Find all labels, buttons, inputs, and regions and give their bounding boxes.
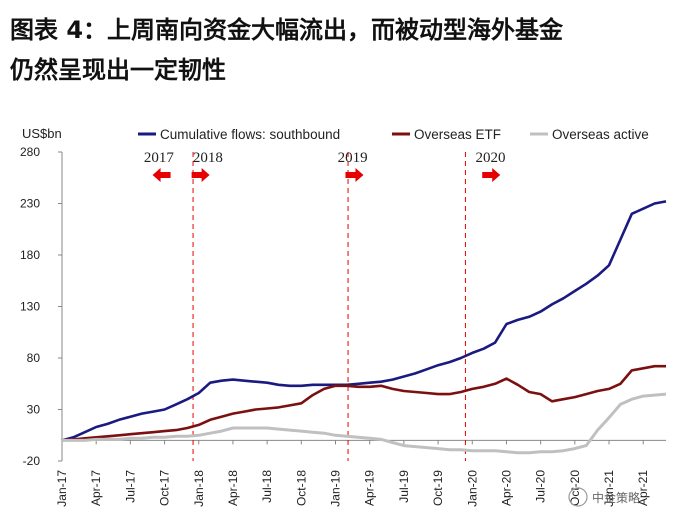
y-axis-label: US$bn [22,126,62,141]
right-arrow-icon [191,168,210,182]
x-tick-label: Jan-17 [55,470,69,507]
y-tick-label: 280 [20,145,40,159]
title-line-1: 图表 4：上周南向资金大幅流出，而被动型海外基金 [10,16,564,44]
y-tick-label: 180 [20,248,40,262]
watermark-text: 中金策略 [592,490,640,505]
year-label: 2017 [144,150,175,166]
x-tick-label: Apr-21 [636,470,650,506]
y-tick-label: 230 [20,197,40,211]
x-tick-label: Oct-17 [158,470,172,506]
x-tick-label: Oct-19 [431,470,445,506]
x-tick-label: Oct-20 [568,470,582,506]
right-arrow-icon [482,168,501,182]
year-label: 2020 [475,150,505,166]
x-tick-label: Jan-20 [465,470,479,507]
x-tick-label: Jul-20 [534,470,548,503]
x-tick-label: Oct-18 [294,470,308,506]
right-arrow-icon [345,168,364,182]
x-tick-label: Apr-20 [499,470,513,506]
title-line-2: 仍然呈现出一定韧性 [10,56,226,84]
x-tick-label: Jul-19 [397,470,411,503]
y-tick-label: 80 [27,351,41,365]
year-label: 2019 [338,150,368,166]
series-line-active [62,392,667,455]
x-tick-label: Apr-18 [226,470,240,506]
watermark-logo-icon [568,487,588,507]
year-annotations: 2017 2018 2019 2020 [144,150,505,461]
left-arrow-icon [152,168,171,182]
x-tick-label: Apr-19 [363,470,377,506]
x-tick-label: Apr-17 [89,470,103,506]
legend-label-active: Overseas active [552,127,649,142]
x-tick-label: Jan-21 [602,470,616,507]
legend-label-southbound: Cumulative flows: southbound [160,127,340,142]
chart-legend: Cumulative flows: southbound Overseas ETF… [138,127,649,142]
x-tick-label: Jul-18 [260,470,274,503]
x-tick-label: Jan-19 [329,470,343,507]
x-tick-label: Jul-17 [123,470,137,503]
year-label: 2018 [193,150,223,166]
chart-series [61,200,667,455]
y-tick-label: 30 [27,403,41,417]
legend-label-etf: Overseas ETF [414,127,501,142]
chart-title: 图表 4：上周南向资金大幅流出，而被动型海外基金 仍然呈现出一定韧性 [10,10,670,90]
y-tick-label: -20 [23,454,41,468]
y-tick-label: 130 [20,300,40,314]
series-line-etf [61,364,666,442]
series-line-southbound [61,200,667,442]
x-tick-label: Jan-18 [192,470,206,507]
chart-axes: -20 30 80 130 180 230 280 US$bn Jan-17 Apr-17 Jul-… [20,126,666,507]
